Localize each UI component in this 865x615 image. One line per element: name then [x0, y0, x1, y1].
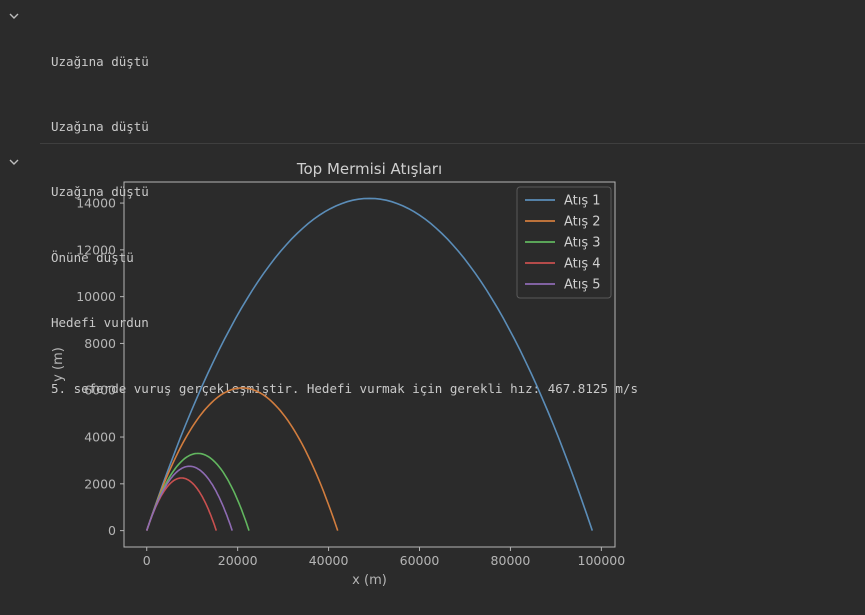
- collapse-plot-button[interactable]: [8, 158, 22, 168]
- output-line: Uzağına düştü: [51, 53, 149, 69]
- output-line: Uzağına düştü: [51, 184, 149, 200]
- plot-frame: [123, 181, 616, 548]
- chevron-down-icon: [9, 13, 19, 19]
- x-tick-label: 0: [143, 553, 151, 568]
- series-line: [145, 452, 250, 531]
- x-tick-label: 40000: [309, 553, 349, 568]
- x-tick-label: 100000: [578, 553, 626, 568]
- legend-label: Atış 3: [564, 236, 601, 251]
- chart-title: Top Mermisi Atışları: [296, 160, 442, 178]
- x-tick-label: 60000: [400, 553, 440, 568]
- legend-label: Atış 1: [564, 194, 601, 209]
- x-axis-label: x (m): [352, 573, 387, 588]
- y-tick-label: 0: [108, 523, 116, 538]
- y-tick-label: 2000: [84, 476, 116, 491]
- cell-divider: [40, 143, 865, 144]
- plot-output: 0 20000 40000 60000 80000 100000 0 2000 4000 6000…: [40, 150, 660, 600]
- y-tick-label: 12000: [76, 242, 116, 257]
- trajectory-chart: 0 20000 40000 60000 80000 100000 0 2000 4000 6000…: [51, 160, 626, 588]
- collapse-output-button[interactable]: [8, 12, 22, 22]
- legend-box: [516, 186, 612, 299]
- output-line: Uzağına düştü: [51, 118, 149, 134]
- x-tick-label: 80000: [491, 553, 531, 568]
- series-line: [145, 197, 594, 531]
- y-tick-label: 10000: [76, 289, 116, 304]
- y-tick-label: 14000: [76, 196, 116, 211]
- x-tick-label: 20000: [218, 553, 258, 568]
- legend-label: Atış 5: [564, 278, 601, 293]
- output-line: Hedefi vurdun: [51, 315, 149, 331]
- y-tick-label: 4000: [84, 430, 116, 445]
- y-axis-label: y (m): [51, 347, 66, 382]
- y-tick-label: 8000: [84, 336, 116, 351]
- chevron-down-icon: [9, 159, 19, 165]
- y-tick-label: 6000: [84, 383, 116, 398]
- legend-label: Atış 4: [564, 257, 601, 272]
- legend-label: Atış 2: [564, 215, 601, 230]
- series-line: [145, 387, 339, 531]
- series-line: [145, 465, 233, 531]
